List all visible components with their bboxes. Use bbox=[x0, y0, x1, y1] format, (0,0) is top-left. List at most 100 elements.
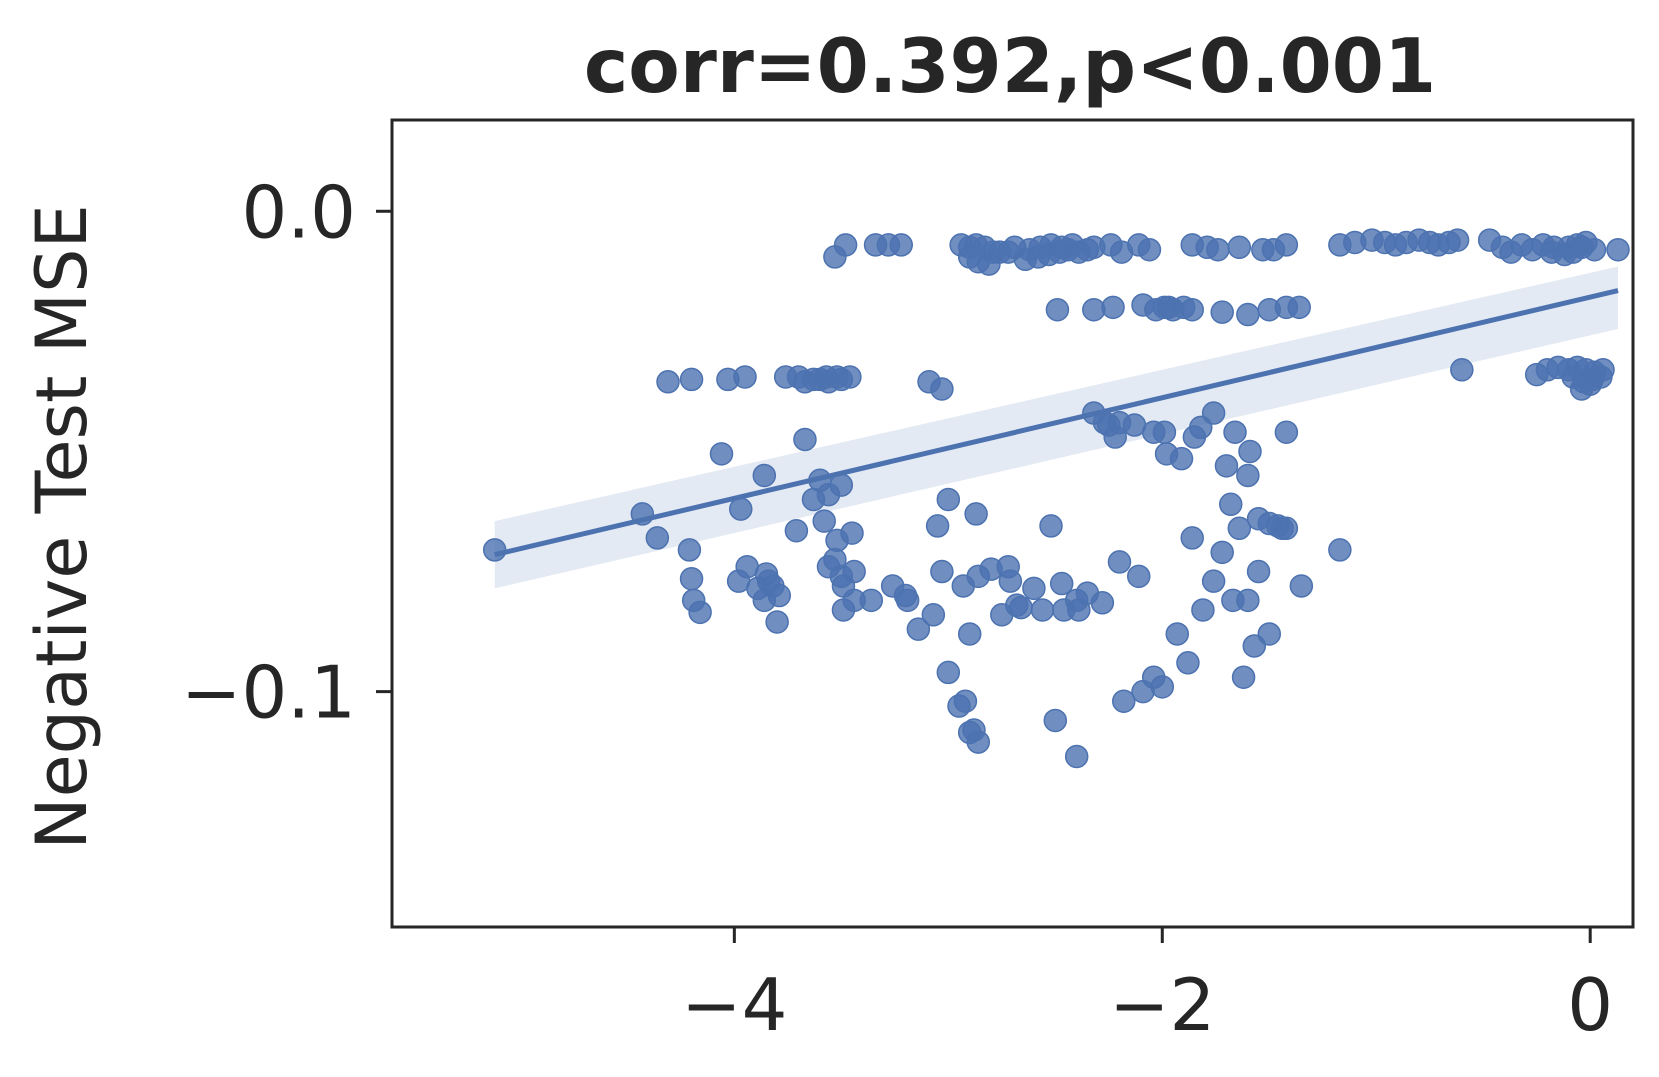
data-point bbox=[1049, 571, 1074, 596]
data-point bbox=[1191, 598, 1215, 622]
data-point bbox=[793, 370, 817, 394]
data-point bbox=[1201, 569, 1226, 593]
data-point bbox=[957, 622, 982, 646]
data-point bbox=[733, 365, 757, 389]
data-point bbox=[1165, 622, 1190, 646]
data-point bbox=[1176, 651, 1200, 675]
data-point bbox=[1287, 295, 1311, 320]
data-points-layer bbox=[482, 228, 1630, 769]
data-point bbox=[1090, 591, 1115, 615]
data-point bbox=[1210, 540, 1234, 565]
data-point bbox=[1137, 237, 1162, 262]
data-point bbox=[1274, 233, 1299, 257]
data-point bbox=[793, 427, 817, 452]
data-point bbox=[688, 600, 712, 625]
data-point bbox=[1236, 463, 1260, 488]
data-point bbox=[1582, 237, 1607, 262]
data-point bbox=[1274, 516, 1299, 541]
plot-area-frame bbox=[390, 118, 1635, 929]
data-point bbox=[889, 233, 913, 257]
confidence-band-layer bbox=[494, 266, 1619, 589]
data-point bbox=[656, 370, 680, 394]
data-point bbox=[1161, 297, 1185, 322]
data-point bbox=[752, 463, 777, 488]
data-point bbox=[784, 518, 809, 543]
data-point bbox=[1210, 300, 1234, 324]
data-point bbox=[1030, 598, 1055, 622]
data-point bbox=[1201, 401, 1226, 425]
data-point bbox=[1045, 297, 1070, 322]
chart-title: corr=0.392,p<0.001 bbox=[584, 22, 1436, 110]
data-point bbox=[1289, 574, 1314, 598]
data-point bbox=[1022, 576, 1046, 601]
data-point bbox=[1141, 665, 1166, 689]
data-point bbox=[906, 617, 931, 641]
data-point bbox=[1246, 559, 1271, 584]
x-axis-ticks: −4 −2 0 bbox=[681, 927, 1613, 1047]
data-point bbox=[1064, 744, 1089, 769]
data-point bbox=[895, 588, 920, 613]
regression-line bbox=[494, 288, 1619, 558]
data-point bbox=[859, 588, 884, 613]
data-point bbox=[677, 538, 702, 562]
data-point bbox=[930, 559, 954, 584]
x-tick-label: −4 bbox=[681, 963, 787, 1047]
data-point bbox=[729, 497, 753, 521]
y-tick-label: −0.1 bbox=[181, 651, 356, 735]
data-point bbox=[1152, 420, 1177, 444]
data-point bbox=[1043, 708, 1068, 733]
regression-line-layer bbox=[494, 288, 1619, 558]
data-point bbox=[1101, 295, 1125, 320]
x-tick-label: −2 bbox=[1109, 963, 1215, 1047]
data-point bbox=[1169, 446, 1194, 471]
data-point bbox=[679, 566, 704, 591]
data-point bbox=[1067, 598, 1091, 622]
data-point bbox=[1227, 235, 1252, 260]
data-point bbox=[1009, 595, 1033, 620]
data-point bbox=[1606, 237, 1630, 262]
data-point bbox=[1238, 439, 1262, 464]
data-point bbox=[812, 509, 836, 533]
data-point bbox=[921, 603, 946, 627]
data-point bbox=[1231, 665, 1256, 689]
data-point bbox=[936, 487, 961, 512]
data-point bbox=[1242, 634, 1267, 658]
data-point bbox=[1180, 526, 1204, 550]
data-point bbox=[765, 610, 789, 634]
data-point bbox=[1236, 302, 1260, 327]
data-point bbox=[645, 526, 670, 550]
data-point bbox=[1236, 588, 1260, 613]
data-point bbox=[679, 367, 704, 392]
data-point bbox=[966, 730, 991, 754]
x-tick-label: 0 bbox=[1567, 963, 1613, 1047]
data-point bbox=[1107, 550, 1132, 574]
data-point bbox=[482, 538, 507, 562]
data-point bbox=[1214, 454, 1239, 478]
data-point bbox=[936, 660, 961, 685]
data-point bbox=[840, 521, 864, 545]
data-point bbox=[998, 569, 1023, 593]
y-axis-ticks: 0.0 −0.1 bbox=[181, 170, 392, 735]
data-point bbox=[1097, 413, 1121, 437]
data-point bbox=[829, 367, 854, 392]
data-point bbox=[709, 442, 734, 466]
data-point bbox=[1039, 514, 1063, 538]
data-point bbox=[1578, 372, 1602, 396]
data-point bbox=[964, 502, 988, 526]
data-point bbox=[756, 569, 781, 593]
data-point bbox=[1218, 492, 1243, 517]
data-point bbox=[1227, 516, 1252, 541]
data-point bbox=[1223, 420, 1247, 444]
data-point bbox=[1112, 689, 1136, 713]
data-point bbox=[930, 377, 954, 401]
data-point bbox=[1445, 228, 1470, 252]
data-point bbox=[1206, 237, 1230, 262]
y-axis-label: Negative Test MSE bbox=[21, 204, 103, 850]
data-point bbox=[1082, 297, 1106, 322]
data-point bbox=[1274, 420, 1299, 444]
data-point bbox=[833, 233, 858, 257]
confidence-band bbox=[494, 266, 1619, 589]
data-point bbox=[1126, 564, 1151, 589]
data-point bbox=[1328, 538, 1352, 562]
